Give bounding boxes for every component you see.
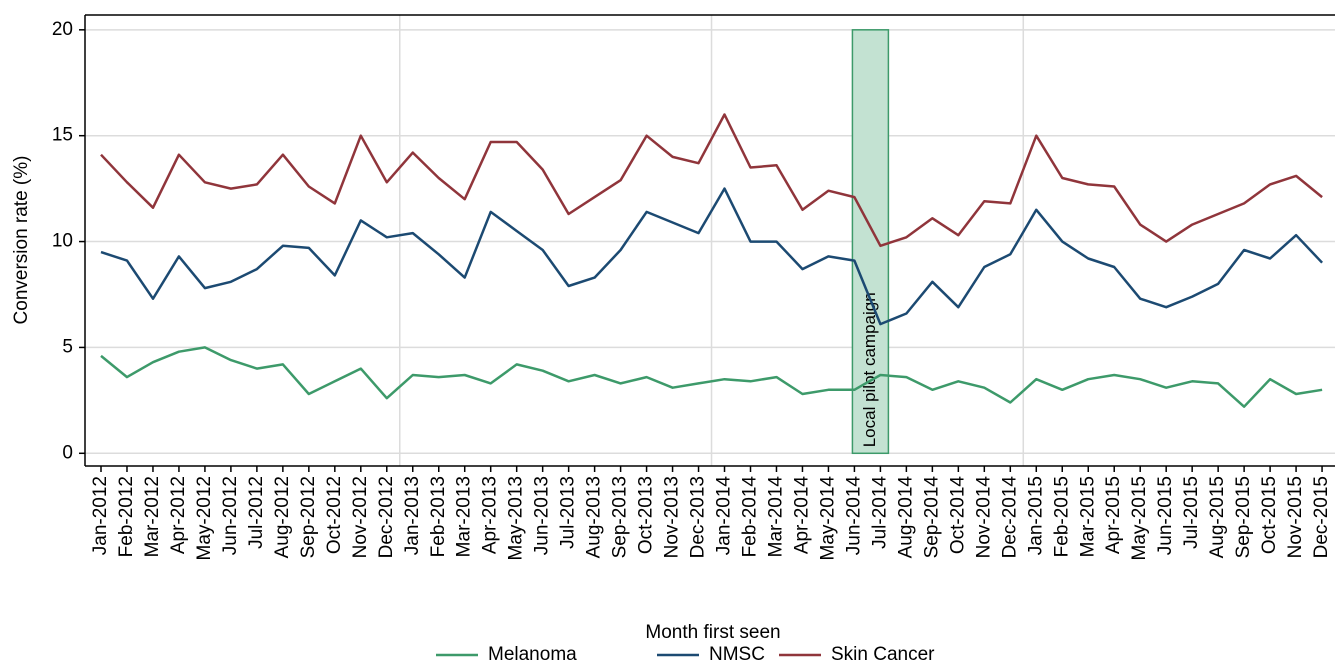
x-tick-label: Sep-2012	[298, 476, 319, 558]
annotation-band	[851, 29, 890, 455]
x-axis-title: Month first seen	[645, 622, 780, 643]
x-tick-label: Feb-2015	[1051, 476, 1072, 557]
x-tick-label: Jun-2012	[220, 476, 241, 555]
x-tick-label: Jul-2014	[869, 476, 890, 549]
x-tick-label: Dec-2014	[999, 476, 1020, 559]
x-tick-label: Nov-2014	[973, 476, 994, 559]
x-tick-label: Jan-2015	[1025, 476, 1046, 555]
series-line	[100, 113, 1323, 248]
x-tick-label: Oct-2015	[1259, 476, 1280, 554]
x-tick-label: Nov-2013	[662, 476, 683, 558]
x-tick-label: Sep-2014	[921, 476, 942, 559]
x-tick-label: Dec-2015	[1311, 476, 1332, 558]
x-tick-label: Mar-2012	[142, 476, 163, 557]
y-tick-label: 5	[62, 336, 73, 357]
x-tick-label: Sep-2013	[610, 476, 631, 558]
x-tick-label: Mar-2013	[454, 476, 475, 557]
y-axis-title: Conversion rate (%)	[11, 156, 32, 325]
x-tick-label: Jul-2013	[558, 476, 579, 549]
x-tick-label: Jun-2015	[1155, 476, 1176, 555]
legend-label: Melanoma	[488, 644, 577, 664]
x-tick-label: Apr-2012	[168, 476, 189, 554]
series-line	[100, 346, 1323, 408]
x-tick-label: Nov-2012	[350, 476, 371, 558]
legend-label: NMSC	[709, 644, 765, 664]
x-tick-label: Feb-2013	[428, 476, 449, 557]
x-tick-label: Oct-2014	[947, 476, 968, 555]
x-tick-label: Oct-2012	[324, 476, 345, 554]
x-tick-label: Nov-2015	[1285, 476, 1306, 558]
x-tick-label: Aug-2013	[584, 476, 605, 558]
x-tick-label: Aug-2012	[272, 476, 293, 558]
x-tick-label: Aug-2015	[1207, 476, 1228, 558]
y-tick-label: 10	[52, 231, 73, 252]
x-tick-label: May-2012	[194, 476, 215, 561]
y-tick-label: 20	[52, 19, 73, 40]
x-tick-label: Jan-2012	[90, 476, 111, 555]
y-tick-label: 0	[62, 442, 73, 463]
x-tick-label: Jun-2013	[532, 476, 553, 555]
x-tick-label: Jul-2015	[1181, 476, 1202, 549]
x-tick-label: Jan-2013	[402, 476, 423, 555]
x-tick-label: Apr-2015	[1103, 476, 1124, 554]
x-tick-label: May-2015	[1129, 476, 1150, 561]
x-tick-label: Jul-2012	[246, 476, 267, 549]
x-tick-label: Oct-2013	[636, 476, 657, 554]
x-tick-label: Jun-2014	[843, 476, 864, 556]
x-tick-label: Dec-2013	[688, 476, 709, 558]
annotation-label: Local pilot campaign	[860, 292, 879, 447]
x-tick-label: Mar-2015	[1077, 476, 1098, 557]
x-tick-label: May-2014	[817, 476, 838, 561]
y-tick-label: 15	[52, 125, 73, 146]
x-tick-label: Feb-2012	[116, 476, 137, 557]
x-tick-label: May-2013	[506, 476, 527, 561]
x-tick-label: Dec-2012	[376, 476, 397, 558]
legend-label: Skin Cancer	[831, 644, 935, 664]
x-tick-label: Aug-2014	[895, 476, 916, 559]
x-tick-label: Apr-2014	[791, 476, 812, 555]
x-tick-label: Sep-2015	[1233, 476, 1254, 558]
x-tick-label: Apr-2013	[480, 476, 501, 554]
x-tick-label: Feb-2014	[740, 476, 761, 558]
x-tick-label: Jan-2014	[714, 476, 735, 556]
x-tick-label: Mar-2014	[765, 476, 786, 558]
series-line	[100, 187, 1324, 326]
